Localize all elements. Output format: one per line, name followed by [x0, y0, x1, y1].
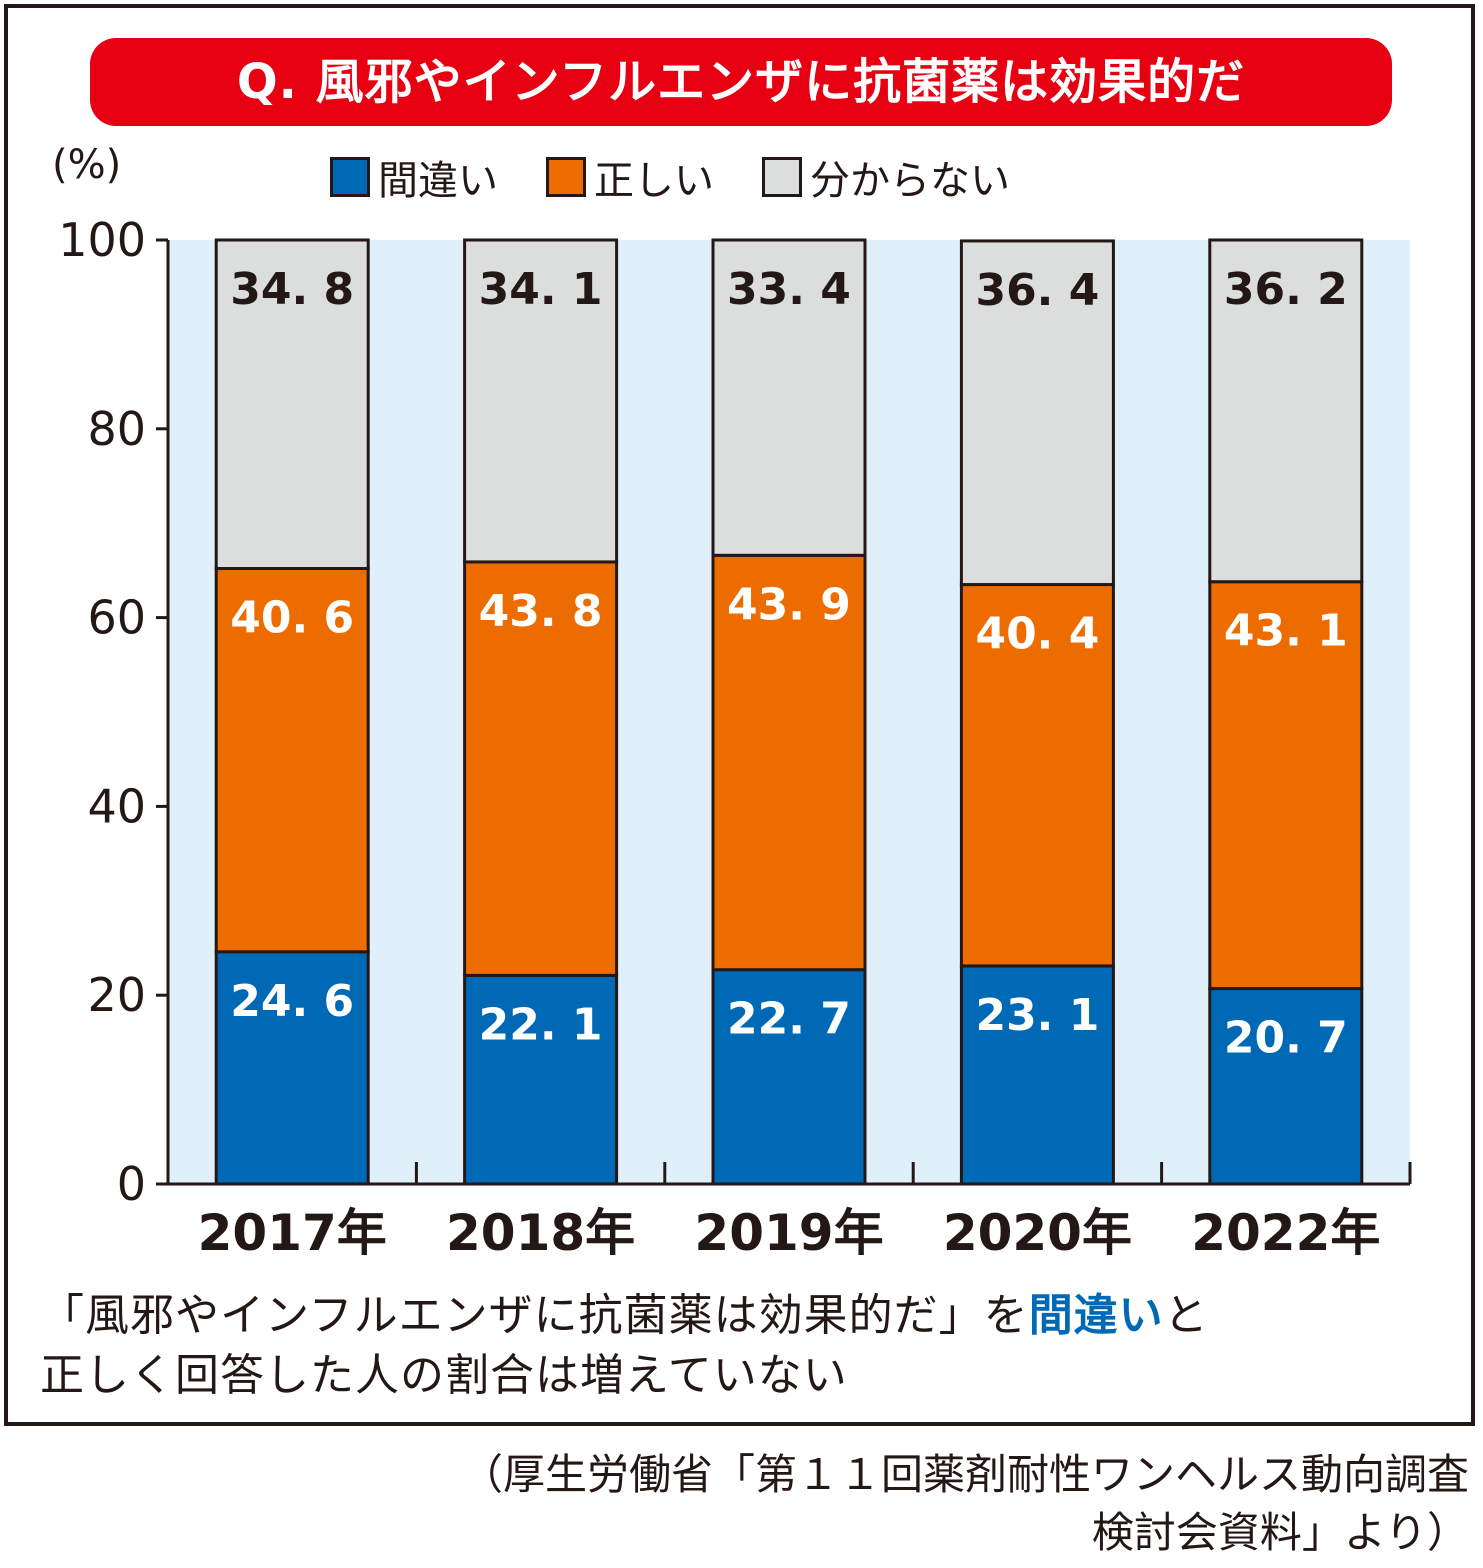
source-line-2: 検討会資料」より） — [1091, 1508, 1469, 1557]
data-label: 34. 1 — [479, 264, 603, 315]
bar-segment — [214, 950, 370, 1186]
data-label: 24. 6 — [230, 976, 354, 1027]
caption-text-2: と — [1163, 1290, 1209, 1341]
chart-caption: 「風邪やインフルエンザに抗菌薬は効果的だ」を間違いと 正しく回答した人の割合は増… — [40, 1286, 1460, 1406]
data-label: 43. 1 — [1224, 606, 1348, 657]
x-tick-label: 2020年 — [943, 1204, 1132, 1262]
x-tick-label: 2022年 — [1191, 1204, 1380, 1262]
source-note: （厚生労働省「第１１回薬剤耐性ワンヘルス動向調査 検討会資料」より） — [461, 1446, 1469, 1562]
legend-swatch-unknown — [762, 157, 802, 197]
data-label: 33. 4 — [727, 264, 851, 315]
legend-item-incorrect: 間違い — [330, 148, 498, 206]
bar-segment — [463, 560, 619, 977]
y-tick-label: 40 — [87, 779, 146, 833]
data-label: 22. 1 — [479, 999, 603, 1050]
x-tick-label: 2018年 — [446, 1204, 635, 1262]
legend-swatch-incorrect — [330, 157, 370, 197]
bar-segment — [214, 238, 370, 571]
data-label: 40. 4 — [975, 609, 1099, 660]
bar-segment — [959, 964, 1115, 1186]
legend-label-unknown: 分からない — [810, 158, 1010, 204]
bar-segment — [1208, 987, 1364, 1186]
data-label: 23. 1 — [975, 990, 1099, 1041]
y-tick-label: 100 — [58, 213, 146, 267]
bar-segment — [214, 567, 370, 954]
legend-swatch-correct — [546, 157, 586, 197]
legend-label-correct: 正しい — [594, 158, 714, 204]
caption-text-1: 「風邪やインフルエンザに抗菌薬は効果的だ」を — [40, 1290, 1029, 1341]
data-label: 43. 8 — [479, 586, 603, 637]
bar-segment — [463, 973, 619, 1186]
y-tick-label: 0 — [117, 1157, 146, 1211]
y-axis-unit-label: (%) — [52, 142, 122, 188]
data-label: 36. 4 — [975, 265, 1099, 316]
data-label: 36. 2 — [1224, 264, 1348, 315]
stacked-bar-chart: 24. 6 40. 6 34. 8 22. 1 43. 8 34. 1 22. 7 43. 9… — [58, 213, 1412, 1262]
bar-segment — [959, 583, 1115, 968]
y-tick-label: 60 — [87, 591, 146, 645]
bar-segment — [1208, 238, 1364, 584]
data-label: 22. 7 — [727, 994, 851, 1045]
x-tick-label: 2019年 — [694, 1204, 883, 1262]
legend-label-incorrect: 間違い — [378, 158, 498, 204]
data-label: 40. 6 — [230, 593, 354, 644]
y-tick-label: 20 — [87, 968, 146, 1022]
caption-highlight: 間違い — [1028, 1290, 1164, 1341]
data-label: 34. 8 — [230, 264, 354, 315]
chart-title: Q. 風邪やインフルエンザに抗菌薬は効果的だ — [90, 38, 1392, 126]
x-tick-label: 2017年 — [198, 1204, 387, 1262]
source-line-1: （厚生労働省「第１１回薬剤耐性ワンヘルス動向調査 — [460, 1450, 1469, 1499]
y-tick-label: 80 — [87, 402, 146, 456]
bar-segment — [959, 239, 1115, 587]
legend: 間違い 正しい 分からない — [330, 148, 1010, 206]
legend-item-correct: 正しい — [546, 148, 714, 206]
caption-text-line2: 正しく回答した人の割合は増えていない — [40, 1350, 848, 1401]
bar-segment — [463, 238, 619, 564]
data-label: 43. 9 — [727, 579, 851, 630]
bar-segment — [1208, 580, 1364, 991]
legend-item-unknown: 分からない — [762, 148, 1010, 206]
bar-segment — [711, 238, 867, 557]
data-label: 20. 7 — [1224, 1013, 1348, 1064]
